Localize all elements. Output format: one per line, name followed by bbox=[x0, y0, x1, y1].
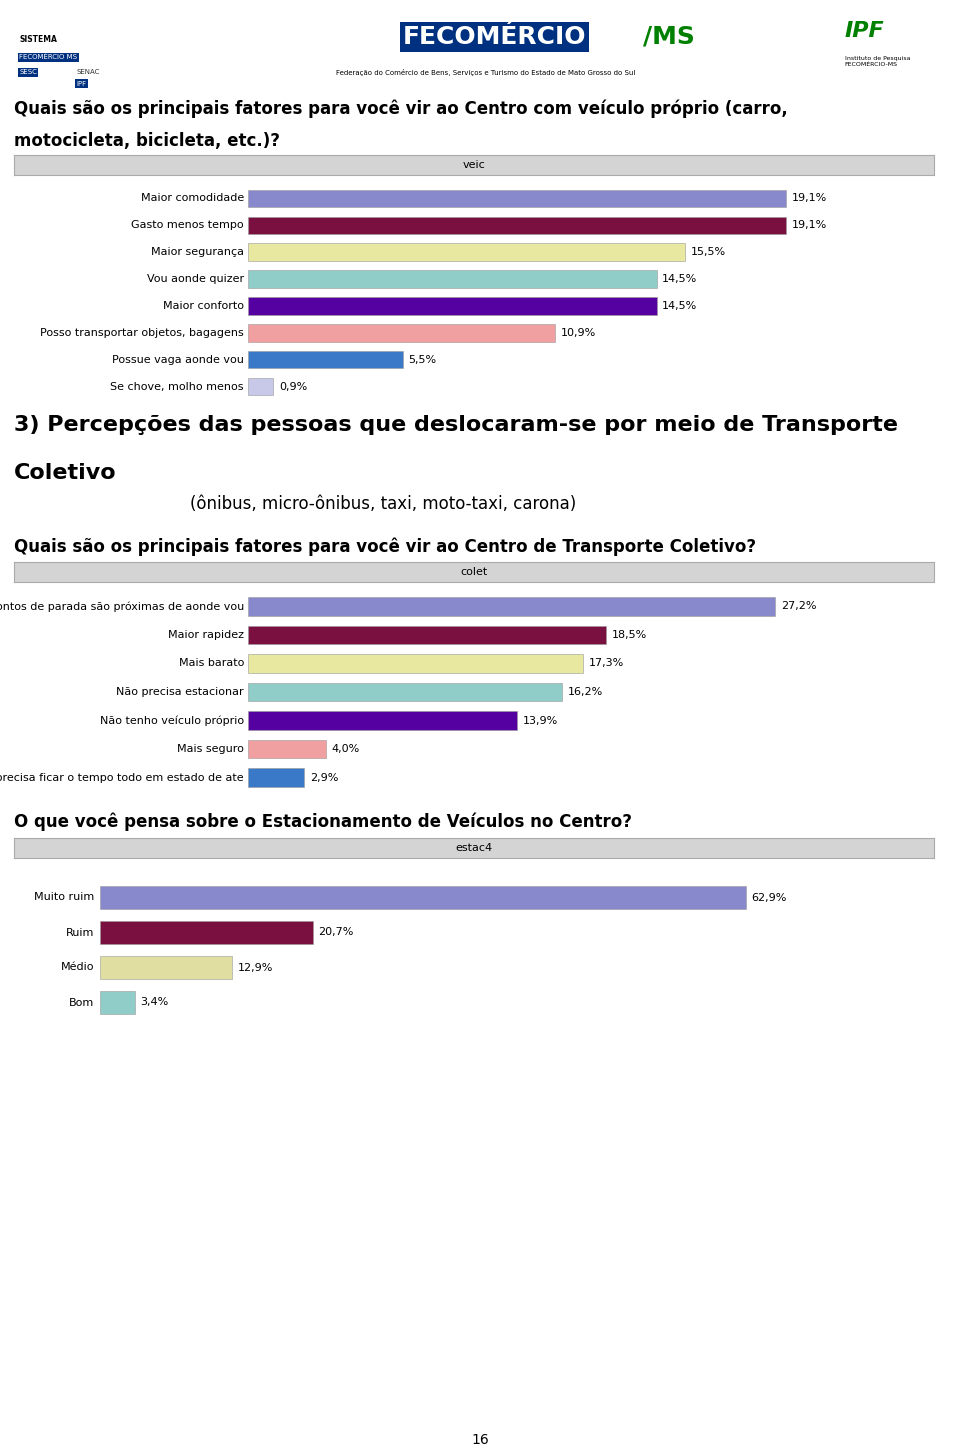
Text: Médio: Médio bbox=[60, 963, 94, 973]
Text: 19,1%: 19,1% bbox=[792, 193, 828, 203]
Bar bbox=[248, 655, 583, 672]
Text: Vou aonde quizer: Vou aonde quizer bbox=[147, 274, 244, 285]
Text: 13,9%: 13,9% bbox=[523, 716, 559, 726]
Text: Maior segurança: Maior segurança bbox=[151, 247, 244, 257]
Text: Gasto menos tempo: Gasto menos tempo bbox=[132, 221, 244, 231]
Text: 15,5%: 15,5% bbox=[690, 247, 726, 257]
Bar bbox=[100, 955, 232, 979]
Bar bbox=[248, 711, 517, 730]
Text: Bom: Bom bbox=[69, 998, 94, 1008]
Text: Coletivo: Coletivo bbox=[14, 463, 116, 484]
Text: IPF: IPF bbox=[77, 81, 87, 87]
Text: 19,1%: 19,1% bbox=[792, 221, 828, 231]
Bar bbox=[100, 992, 135, 1013]
Text: 0,9%: 0,9% bbox=[279, 382, 307, 392]
Text: 14,5%: 14,5% bbox=[662, 274, 698, 285]
Text: Maior conforto: Maior conforto bbox=[163, 301, 244, 311]
Bar bbox=[248, 298, 657, 315]
Text: Ruim: Ruim bbox=[65, 928, 94, 938]
Text: colet: colet bbox=[461, 566, 488, 576]
Text: 27,2%: 27,2% bbox=[780, 601, 816, 611]
Bar bbox=[248, 244, 684, 261]
Text: 4,0%: 4,0% bbox=[331, 743, 360, 754]
Text: SISTEMA: SISTEMA bbox=[19, 35, 57, 44]
Text: motocicleta, bicicleta, etc.)?: motocicleta, bicicleta, etc.)? bbox=[14, 132, 280, 150]
Text: 3,4%: 3,4% bbox=[140, 998, 168, 1008]
Bar bbox=[248, 741, 325, 758]
Bar bbox=[248, 216, 786, 234]
Text: Quais são os principais fatores para você vir ao Centro com veículo próprio (car: Quais são os principais fatores para voc… bbox=[14, 100, 788, 119]
Text: O que você pensa sobre o Estacionamento de Veículos no Centro?: O que você pensa sobre o Estacionamento … bbox=[14, 813, 632, 831]
Text: FECOMÉRCIO: FECOMÉRCIO bbox=[403, 25, 587, 49]
Text: 5,5%: 5,5% bbox=[409, 354, 437, 364]
Text: Mais seguro: Mais seguro bbox=[178, 743, 244, 754]
Bar bbox=[248, 351, 403, 369]
Text: SENAC: SENAC bbox=[77, 70, 100, 76]
Bar bbox=[248, 270, 657, 287]
Text: Mais barato: Mais barato bbox=[179, 658, 244, 668]
Bar bbox=[248, 626, 607, 645]
Text: 20,7%: 20,7% bbox=[318, 928, 353, 938]
Bar bbox=[248, 768, 304, 787]
Text: Não precisa ficar o tempo todo em estado de ate: Não precisa ficar o tempo todo em estado… bbox=[0, 772, 244, 783]
Text: 17,3%: 17,3% bbox=[589, 658, 624, 668]
Text: 62,9%: 62,9% bbox=[751, 893, 786, 903]
Bar bbox=[248, 378, 274, 395]
Text: 16,2%: 16,2% bbox=[567, 687, 603, 697]
Text: Maior comodidade: Maior comodidade bbox=[141, 193, 244, 203]
Bar bbox=[100, 921, 313, 944]
Bar bbox=[248, 324, 555, 341]
Text: (ônibus, micro-ônibus, taxi, moto-taxi, carona): (ônibus, micro-ônibus, taxi, moto-taxi, … bbox=[190, 495, 576, 513]
Text: Possue vaga aonde vou: Possue vaga aonde vou bbox=[112, 354, 244, 364]
Bar bbox=[248, 190, 786, 208]
Bar bbox=[248, 682, 562, 701]
Text: 10,9%: 10,9% bbox=[561, 328, 596, 338]
Text: Se chove, molho menos: Se chove, molho menos bbox=[110, 382, 244, 392]
Bar bbox=[100, 886, 746, 909]
Text: Federação do Comércio de Bens, Serviços e Turismo do Estado de Mato Grosso do Su: Federação do Comércio de Bens, Serviços … bbox=[336, 68, 636, 76]
Text: Não tenho veículo próprio: Não tenho veículo próprio bbox=[100, 716, 244, 726]
Text: 14,5%: 14,5% bbox=[662, 301, 698, 311]
Text: Os pontos de parada são próximas de aonde vou: Os pontos de parada são próximas de aond… bbox=[0, 601, 244, 611]
Text: 3) Percepções das pessoas que deslocaram-se por meio de Transporte: 3) Percepções das pessoas que deslocaram… bbox=[14, 415, 898, 436]
Text: Não precisa estacionar: Não precisa estacionar bbox=[116, 687, 244, 697]
Text: 2,9%: 2,9% bbox=[310, 772, 338, 783]
Text: estac4: estac4 bbox=[455, 844, 492, 852]
Text: Muito ruim: Muito ruim bbox=[34, 893, 94, 903]
Text: Posso transportar objetos, bagagens: Posso transportar objetos, bagagens bbox=[40, 328, 244, 338]
Bar bbox=[248, 597, 775, 616]
Text: Quais são os principais fatores para você vir ao Centro de Transporte Coletivo?: Quais são os principais fatores para voc… bbox=[14, 537, 756, 556]
Text: IPF: IPF bbox=[845, 20, 884, 41]
Text: veic: veic bbox=[463, 160, 486, 170]
Text: 16: 16 bbox=[471, 1433, 489, 1446]
Text: Instituto de Pesquisa
FECOMÉRCIO-MS: Instituto de Pesquisa FECOMÉRCIO-MS bbox=[845, 57, 910, 67]
Text: /MS: /MS bbox=[643, 25, 695, 49]
Text: 12,9%: 12,9% bbox=[237, 963, 273, 973]
Text: 18,5%: 18,5% bbox=[612, 630, 647, 640]
Text: SESC: SESC bbox=[19, 70, 37, 76]
Text: FECOMÉRCIO MS: FECOMÉRCIO MS bbox=[19, 54, 77, 61]
Text: Maior rapidez: Maior rapidez bbox=[168, 630, 244, 640]
